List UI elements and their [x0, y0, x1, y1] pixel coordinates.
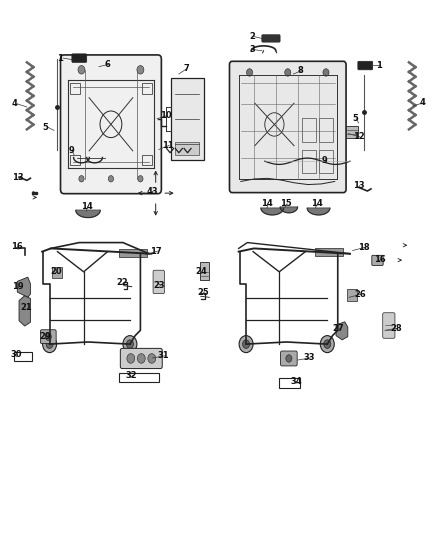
Text: 13: 13 [353, 181, 364, 190]
Circle shape [137, 66, 144, 74]
Text: 24: 24 [195, 268, 207, 276]
Text: 25: 25 [197, 288, 209, 297]
Circle shape [239, 336, 253, 353]
Circle shape [127, 340, 134, 349]
FancyBboxPatch shape [119, 249, 147, 257]
Polygon shape [261, 208, 284, 215]
Circle shape [285, 69, 291, 76]
Text: 29: 29 [39, 332, 51, 341]
Text: 43: 43 [146, 187, 158, 196]
Text: 2: 2 [250, 32, 255, 41]
Text: 11: 11 [162, 141, 174, 150]
Polygon shape [280, 207, 297, 213]
Text: 33: 33 [303, 353, 315, 362]
FancyBboxPatch shape [171, 78, 204, 160]
Text: 14: 14 [261, 199, 273, 208]
Text: 30: 30 [11, 350, 22, 359]
Text: 4: 4 [420, 98, 426, 107]
Circle shape [323, 69, 329, 76]
Circle shape [243, 340, 250, 349]
Circle shape [138, 175, 143, 182]
Circle shape [127, 354, 135, 364]
FancyBboxPatch shape [60, 55, 161, 193]
Polygon shape [336, 322, 348, 340]
Circle shape [138, 354, 145, 364]
Polygon shape [19, 296, 30, 326]
Circle shape [320, 336, 334, 353]
Text: 5: 5 [42, 123, 48, 132]
FancyBboxPatch shape [372, 255, 383, 265]
FancyBboxPatch shape [230, 61, 346, 192]
Text: 34: 34 [290, 377, 302, 386]
Text: 5: 5 [353, 114, 358, 123]
Text: 9: 9 [322, 156, 328, 165]
Text: 19: 19 [12, 281, 24, 290]
Text: 15: 15 [280, 199, 292, 208]
FancyBboxPatch shape [52, 267, 62, 278]
Circle shape [108, 175, 113, 182]
Text: 31: 31 [158, 351, 170, 360]
Text: 9: 9 [69, 146, 74, 155]
FancyBboxPatch shape [281, 351, 297, 366]
FancyBboxPatch shape [72, 54, 87, 62]
FancyBboxPatch shape [40, 330, 56, 344]
Text: 17: 17 [150, 247, 162, 256]
Text: 1: 1 [376, 61, 382, 69]
FancyBboxPatch shape [315, 248, 343, 256]
Circle shape [148, 354, 155, 364]
Circle shape [247, 69, 253, 76]
Circle shape [42, 336, 57, 353]
Text: 26: 26 [354, 289, 366, 298]
FancyBboxPatch shape [347, 289, 357, 301]
FancyBboxPatch shape [358, 61, 373, 70]
Text: 18: 18 [358, 243, 370, 252]
Text: 23: 23 [153, 281, 165, 290]
Text: 16: 16 [374, 255, 386, 263]
Text: 4: 4 [11, 99, 17, 108]
Text: 28: 28 [391, 324, 402, 333]
Circle shape [123, 336, 137, 353]
Circle shape [46, 340, 53, 349]
Text: 7: 7 [183, 64, 189, 73]
Text: 27: 27 [332, 324, 344, 333]
Text: 1: 1 [57, 54, 63, 62]
FancyBboxPatch shape [383, 313, 395, 338]
Text: 3: 3 [250, 45, 255, 54]
Polygon shape [307, 208, 330, 215]
Text: 6: 6 [105, 60, 110, 69]
Circle shape [79, 175, 84, 182]
Polygon shape [17, 277, 30, 297]
Text: 14: 14 [311, 199, 322, 208]
Text: 20: 20 [50, 268, 62, 276]
Polygon shape [76, 210, 100, 217]
Text: 12: 12 [353, 132, 364, 141]
Circle shape [78, 66, 85, 74]
FancyBboxPatch shape [120, 349, 162, 368]
Circle shape [286, 355, 292, 362]
Text: 14: 14 [81, 203, 92, 212]
FancyBboxPatch shape [153, 270, 164, 294]
Text: 22: 22 [117, 278, 129, 287]
Text: 21: 21 [21, 303, 32, 312]
Circle shape [324, 340, 331, 349]
FancyBboxPatch shape [175, 142, 199, 155]
Text: 32: 32 [126, 371, 137, 380]
FancyBboxPatch shape [262, 35, 280, 42]
Circle shape [45, 333, 51, 341]
Text: 16: 16 [11, 243, 22, 252]
Text: 8: 8 [297, 67, 304, 75]
FancyBboxPatch shape [200, 262, 209, 280]
FancyBboxPatch shape [346, 126, 358, 138]
Text: 10: 10 [160, 111, 172, 120]
Text: 13: 13 [12, 173, 24, 182]
